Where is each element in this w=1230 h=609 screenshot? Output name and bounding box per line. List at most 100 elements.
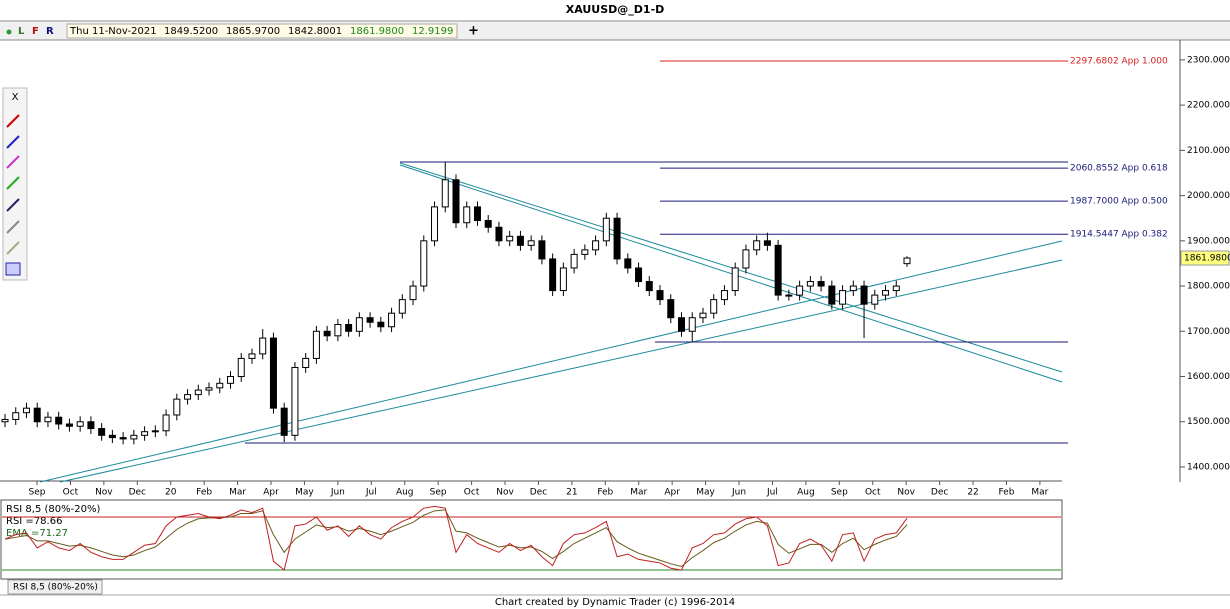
x-tick-label: 20 bbox=[165, 488, 177, 498]
close-tool[interactable]: X bbox=[12, 92, 19, 103]
candle-body bbox=[731, 267, 739, 292]
x-tick-label: Oct bbox=[464, 488, 480, 498]
candle-body bbox=[828, 285, 836, 305]
tool-g[interactable] bbox=[6, 241, 20, 255]
candle-body bbox=[119, 437, 127, 440]
candle-body bbox=[1, 418, 9, 423]
candle-body bbox=[398, 299, 406, 314]
x-tick-label: Dec bbox=[530, 488, 547, 498]
trendline bbox=[399, 162, 1063, 373]
ema-line bbox=[4, 509, 908, 568]
y-tick-label: 1700.0000 bbox=[1187, 327, 1230, 337]
candle-body bbox=[108, 434, 116, 439]
x-tick-label: 22 bbox=[967, 488, 978, 498]
candle-body bbox=[216, 382, 224, 389]
tool-a[interactable] bbox=[6, 155, 20, 169]
chart-title: XAUUSD@_D1-D bbox=[566, 3, 665, 16]
candle-body bbox=[849, 285, 857, 292]
candle-body bbox=[452, 179, 460, 224]
candle-body bbox=[87, 421, 95, 430]
x-tick-label: Aug bbox=[396, 488, 414, 498]
y-tick-label: 1900.0000 bbox=[1187, 236, 1230, 246]
x-tick-label: Jul bbox=[766, 488, 778, 498]
fib-level-label: 1914.5447 App 0.382 bbox=[1070, 230, 1168, 240]
candle-body bbox=[549, 258, 557, 292]
x-tick-label: Dec bbox=[129, 488, 146, 498]
candle-body bbox=[323, 330, 331, 337]
tool-pt[interactable] bbox=[5, 262, 21, 276]
candle-body bbox=[302, 357, 310, 368]
candle-body bbox=[527, 240, 535, 246]
x-tick-label: Mar bbox=[1031, 488, 1048, 498]
tool-r[interactable] bbox=[6, 198, 20, 212]
fib-level-label: 2297.6802 App 1.000 bbox=[1070, 56, 1168, 66]
x-tick-label: Apr bbox=[664, 488, 680, 498]
add-button[interactable]: + bbox=[468, 24, 479, 39]
candle-body bbox=[645, 281, 653, 292]
x-tick-label: Dec bbox=[931, 488, 948, 498]
x-tick-label: Sep bbox=[29, 488, 46, 498]
x-tick-label: 21 bbox=[566, 488, 577, 498]
info-high: 1865.9700 bbox=[226, 26, 280, 37]
candle-body bbox=[420, 240, 428, 287]
candle-body bbox=[592, 240, 600, 251]
x-tick-label: Apr bbox=[263, 488, 279, 498]
trendline bbox=[59, 259, 1063, 483]
indicator-tab[interactable] bbox=[7, 579, 103, 595]
ema-value-label: EMA =71.27 bbox=[6, 528, 68, 539]
candle-body bbox=[742, 249, 750, 269]
tool-parallel[interactable] bbox=[6, 135, 20, 149]
candle-body bbox=[205, 387, 213, 391]
x-tick-label: Nov bbox=[95, 488, 113, 498]
x-tick-label: Jun bbox=[731, 488, 746, 498]
y-tick-label: 1500.0000 bbox=[1187, 417, 1230, 427]
candle-body bbox=[280, 407, 288, 436]
toolbar-r[interactable]: R bbox=[46, 26, 54, 37]
candle-body bbox=[753, 240, 761, 251]
info-change: 12.9199 bbox=[412, 26, 453, 37]
candle-body bbox=[12, 412, 20, 420]
candle-body bbox=[806, 281, 814, 287]
candle-body bbox=[473, 206, 481, 221]
candle-body bbox=[377, 321, 385, 328]
trendline bbox=[39, 240, 1063, 483]
candle-body bbox=[774, 244, 782, 296]
toolbar-f[interactable]: F bbox=[32, 26, 39, 37]
indicator-tab-label[interactable]: RSI 8,5 (80%-20%) bbox=[13, 583, 98, 593]
candle-body bbox=[194, 389, 202, 396]
candle-body bbox=[796, 285, 804, 296]
fib-level-label: 1987.7000 App 0.500 bbox=[1070, 197, 1168, 207]
y-tick-label: 1600.0000 bbox=[1187, 372, 1230, 382]
candle-body bbox=[334, 324, 342, 337]
toolbar-l[interactable]: L bbox=[18, 26, 25, 37]
candle-body bbox=[613, 217, 621, 260]
x-tick-label: Feb bbox=[196, 488, 212, 498]
rsi-line bbox=[4, 505, 908, 571]
candle-body bbox=[345, 324, 353, 332]
rsi-value-label: RSI =78.66 bbox=[6, 516, 62, 527]
candle-body bbox=[720, 290, 728, 301]
candle-body bbox=[22, 407, 30, 414]
candle-body bbox=[903, 257, 911, 265]
candle-body bbox=[688, 317, 696, 332]
x-tick-label: Jul bbox=[365, 488, 377, 498]
x-tick-label: Aug bbox=[797, 488, 815, 498]
candle-body bbox=[635, 267, 643, 283]
x-tick-label: May bbox=[295, 488, 314, 498]
candle-body bbox=[291, 366, 299, 436]
candle-body bbox=[538, 240, 546, 260]
x-tick-label: Nov bbox=[897, 488, 915, 498]
x-tick-label: May bbox=[696, 488, 715, 498]
tool-r2[interactable] bbox=[6, 220, 20, 234]
tool-trend[interactable] bbox=[6, 114, 20, 128]
candle-body bbox=[441, 179, 449, 208]
candle-body bbox=[892, 285, 900, 292]
tool-b[interactable] bbox=[6, 176, 20, 190]
candle-body bbox=[516, 235, 524, 246]
price-label: 1861.9800 bbox=[1184, 254, 1230, 264]
candle-body bbox=[33, 407, 41, 423]
candle-body bbox=[162, 414, 170, 432]
candle-body bbox=[602, 217, 610, 242]
candle-body bbox=[355, 317, 363, 332]
